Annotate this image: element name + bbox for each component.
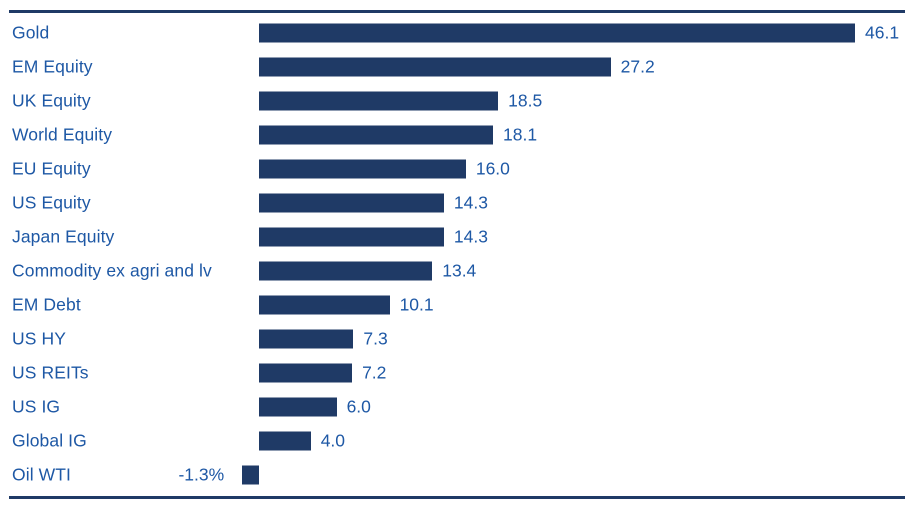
bar: [242, 465, 259, 485]
bar: [259, 159, 466, 179]
category-label: Global IG: [12, 430, 87, 451]
bottom-rule: [9, 496, 905, 499]
value-label: 14.3: [453, 192, 488, 213]
chart-row: Japan Equity 14.3: [0, 220, 913, 254]
chart-row: Global IG 4.0: [0, 424, 913, 458]
bar: [259, 57, 611, 77]
bar: [259, 125, 493, 145]
value-label: 16.0: [475, 158, 510, 179]
chart-row: EM Debt 10.1: [0, 288, 913, 322]
category-label: EM Equity: [12, 56, 93, 77]
value-label: 6.0: [346, 396, 371, 417]
bar: [259, 431, 311, 451]
value-label: 13.4: [442, 260, 477, 281]
category-label: US REITs: [12, 362, 89, 383]
category-label: Commodity ex agri and lv: [12, 260, 212, 281]
chart-row: Gold 46.1: [0, 16, 913, 50]
chart-row: EU Equity 16.0: [0, 152, 913, 186]
value-label: -1.3%: [178, 464, 225, 485]
bar: [259, 227, 444, 247]
top-rule: [9, 10, 905, 13]
chart-row: World Equity 18.1: [0, 118, 913, 152]
bar: [259, 295, 390, 315]
value-label: 7.3: [363, 328, 388, 349]
bar: [259, 397, 337, 417]
category-label: World Equity: [12, 124, 113, 145]
category-label: US IG: [12, 396, 61, 417]
chart-row: Commodity ex agri and lv 13.4: [0, 254, 913, 288]
value-label: 7.2: [362, 362, 387, 383]
chart-row: US Equity 14.3: [0, 186, 913, 220]
value-label: 14.3: [453, 226, 488, 247]
value-label: 10.1: [399, 294, 434, 315]
chart-row: Oil WTI -1.3%: [0, 458, 913, 492]
chart-row: UK Equity 18.5: [0, 84, 913, 118]
category-label: US HY: [12, 328, 66, 349]
chart-row: US HY 7.3: [0, 322, 913, 356]
value-label: 4.0: [320, 430, 346, 451]
bar: [259, 261, 433, 281]
category-label: EU Equity: [12, 158, 91, 179]
bar: [259, 193, 444, 213]
category-label: Oil WTI: [12, 464, 72, 485]
bar: [259, 363, 353, 383]
value-label: 18.5: [508, 90, 543, 111]
bar: [259, 23, 855, 43]
bar: [259, 91, 499, 111]
value-label: 46.1: [865, 22, 900, 43]
chart-row: EM Equity 27.2: [0, 50, 913, 84]
value-label: 18.1: [503, 124, 538, 145]
category-label: US Equity: [12, 192, 91, 213]
category-label: UK Equity: [12, 90, 91, 111]
chart-row: US REITs 7.2: [0, 356, 913, 390]
chart-rows: Gold 46.1 EM Equity 27.2 UK Equity 18.5 World …: [0, 16, 913, 492]
category-label: Japan Equity: [12, 226, 115, 247]
chart-row: US IG 6.0: [0, 390, 913, 424]
bar: [259, 329, 354, 349]
category-label: EM Debt: [12, 294, 81, 315]
value-label: 27.2: [620, 56, 655, 77]
category-label: Gold: [12, 22, 50, 43]
